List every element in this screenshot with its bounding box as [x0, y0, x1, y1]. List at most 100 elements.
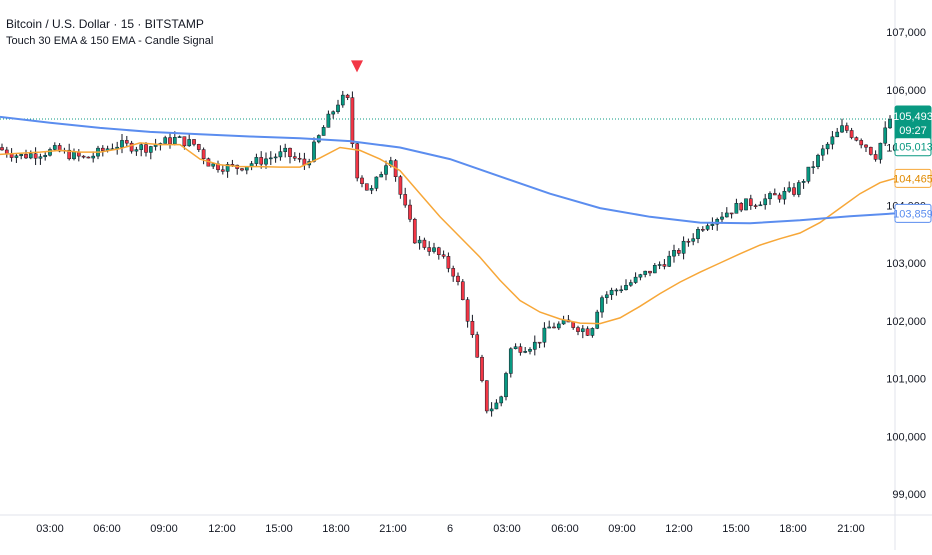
- candle-body: [537, 341, 542, 344]
- candle: [129, 140, 134, 154]
- candle-body: [369, 188, 374, 191]
- candle: [187, 133, 192, 147]
- candle-body: [374, 176, 379, 189]
- x-tick-label: 21:00: [379, 523, 407, 535]
- candle: [844, 122, 849, 134]
- x-tick-label: 6: [447, 523, 453, 535]
- candle: [643, 270, 648, 278]
- ema30-price-label: 104,465: [893, 173, 932, 185]
- x-tick-label: 21:00: [837, 523, 865, 535]
- candle: [681, 236, 686, 260]
- candle: [460, 279, 465, 301]
- candle-body: [292, 156, 297, 159]
- candle-body: [168, 137, 172, 145]
- candle: [787, 181, 792, 193]
- candle: [408, 199, 412, 223]
- candle: [321, 125, 326, 136]
- candle-body: [489, 408, 494, 412]
- candle: [528, 347, 532, 355]
- candle: [796, 180, 801, 198]
- candle: [590, 327, 595, 338]
- candle-body: [595, 311, 600, 329]
- candle-body: [172, 137, 177, 145]
- candle: [465, 297, 470, 328]
- candle: [619, 285, 624, 293]
- indicator-title[interactable]: Touch 30 EMA & 150 EMA - Candle Signal: [6, 35, 214, 47]
- candle-body: [345, 94, 350, 98]
- y-tick-label: 107,000: [886, 27, 926, 39]
- candle-body: [398, 176, 403, 195]
- candle: [552, 322, 556, 329]
- candle-body: [840, 125, 844, 133]
- candle-body: [436, 247, 441, 255]
- candle-body: [355, 143, 360, 179]
- candle: [273, 153, 278, 163]
- candle-body: [52, 145, 57, 150]
- candle-body: [201, 149, 206, 159]
- chart-legend: Bitcoin / U.S. Dollar · 15 · BITSTAMP To…: [6, 16, 213, 50]
- candle: [518, 343, 523, 356]
- candle-body: [633, 276, 638, 283]
- candle: [144, 142, 148, 157]
- candle-body: [321, 127, 326, 136]
- candle-body: [868, 146, 873, 155]
- candle: [436, 246, 441, 260]
- candle: [110, 143, 115, 150]
- candle: [676, 248, 681, 257]
- candle: [412, 217, 417, 244]
- candle-body: [451, 268, 456, 277]
- candle: [585, 326, 590, 337]
- candle-body: [552, 326, 556, 329]
- candle-body: [691, 238, 696, 242]
- x-tick-label: 03:00: [36, 523, 64, 535]
- candle-body: [278, 151, 283, 158]
- candle: [753, 203, 758, 209]
- candle-body: [211, 163, 216, 167]
- y-tick-label: 103,000: [886, 258, 926, 270]
- candle-body: [460, 281, 465, 300]
- candle: [24, 149, 28, 160]
- candle-body: [340, 94, 345, 106]
- last-price-label: 105,493: [893, 111, 932, 123]
- candle: [513, 343, 518, 350]
- x-tick-label: 06:00: [93, 523, 121, 535]
- candle-body: [715, 219, 720, 225]
- y-tick-label: 101,000: [886, 374, 926, 386]
- candle-body: [360, 177, 364, 184]
- candle: [595, 309, 600, 330]
- candle: [38, 153, 43, 165]
- candle: [883, 121, 888, 146]
- candle-body: [772, 193, 777, 196]
- candle: [331, 110, 336, 119]
- candle-body: [403, 194, 408, 206]
- candle: [763, 193, 768, 210]
- candle: [729, 212, 734, 219]
- candle: [350, 91, 355, 148]
- candle: [768, 191, 772, 205]
- candle: [532, 335, 537, 356]
- candle-body: [801, 181, 806, 183]
- candle-body: [681, 240, 686, 254]
- candle-body: [475, 334, 480, 358]
- candle: [748, 194, 753, 210]
- candle-body: [604, 294, 609, 298]
- x-tick-label: 03:00: [493, 523, 521, 535]
- candle-body: [499, 396, 504, 404]
- symbol-title[interactable]: Bitcoin / U.S. Dollar · 15 · BITSTAMP: [6, 17, 204, 31]
- candle-body: [854, 137, 859, 141]
- candle: [196, 143, 201, 153]
- candle-body: [259, 157, 264, 165]
- candle: [19, 153, 24, 160]
- candle: [297, 152, 302, 163]
- candle-body: [312, 141, 316, 162]
- candle-body: [609, 289, 614, 296]
- candle-body: [787, 187, 792, 192]
- candle-body: [14, 155, 19, 158]
- candle: [379, 171, 384, 178]
- candle-body: [465, 299, 470, 322]
- candle: [33, 147, 38, 166]
- candle-body: [782, 190, 787, 200]
- candle-body: [729, 212, 734, 215]
